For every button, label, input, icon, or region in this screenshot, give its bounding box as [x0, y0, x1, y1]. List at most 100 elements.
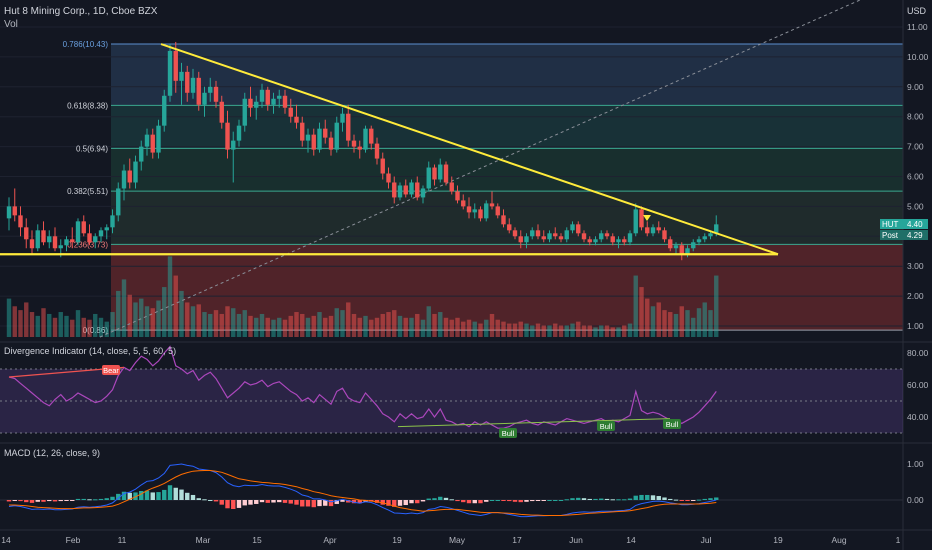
macd-histogram-bar	[334, 500, 339, 504]
candle-body	[564, 230, 569, 240]
volume-bar	[305, 317, 311, 337]
macd-histogram-bar	[449, 499, 454, 501]
volume-bar	[581, 325, 587, 337]
volume-bar	[70, 319, 75, 337]
volume-bar	[409, 317, 414, 337]
volume-bar	[472, 321, 477, 337]
candle-body	[622, 239, 627, 243]
candle-body	[70, 239, 75, 243]
macd-histogram-bar	[87, 499, 92, 501]
macd-histogram-bar	[466, 500, 472, 504]
volume-bar	[110, 312, 115, 337]
volume-bar	[219, 313, 224, 337]
price-tick-label: 8.00	[907, 112, 924, 122]
macd-histogram-bar	[265, 500, 270, 503]
candle-body	[167, 50, 173, 96]
macd-histogram-bar	[110, 496, 115, 500]
candle-body	[116, 188, 121, 216]
volume-bar	[156, 300, 161, 337]
candle-body	[679, 245, 684, 255]
volume-bar	[116, 290, 121, 337]
volume-bar	[576, 321, 581, 337]
macd-histogram-bar	[47, 500, 52, 502]
volume-bar	[495, 319, 500, 337]
macd-title[interactable]: MACD (12, 26, close, 9)	[4, 448, 101, 458]
volume-bar	[397, 315, 403, 337]
macd-histogram-bar	[587, 498, 592, 500]
macd-histogram-bar	[305, 500, 311, 507]
fib-label: 0.618(8.38)	[67, 101, 108, 110]
macd-histogram-bar	[702, 498, 707, 500]
volume-bar	[242, 310, 247, 337]
volume-bar	[328, 315, 334, 337]
volume-bar	[6, 298, 12, 337]
volume-bar	[81, 317, 86, 337]
candle-body	[455, 191, 460, 201]
time-tick-label: 14	[626, 535, 636, 545]
candle-body	[535, 230, 541, 237]
price-tick-label: 10.00	[907, 52, 929, 62]
price-tag-value: 4.40	[907, 220, 923, 229]
candle-body	[581, 233, 587, 240]
candle-body	[133, 161, 138, 183]
volume-bar	[599, 325, 604, 337]
volume-bar	[75, 310, 81, 337]
volume-bar	[179, 290, 184, 337]
candle-body	[639, 209, 644, 228]
volume-bar	[351, 313, 357, 337]
candle-body	[93, 236, 98, 243]
candle-body	[449, 182, 454, 192]
time-tick-label: 19	[392, 535, 402, 545]
candle-body	[29, 239, 35, 249]
volume-bar	[685, 310, 690, 337]
fib-label: 0.786(10.43)	[63, 40, 109, 49]
candle-body	[633, 209, 638, 234]
fib-zone	[111, 191, 903, 245]
candle-body	[317, 128, 322, 150]
fib-zone	[111, 105, 903, 149]
volume-bar	[696, 308, 702, 337]
macd-histogram-bar	[288, 500, 293, 504]
macd-histogram-bar	[438, 496, 443, 500]
volume-bar	[64, 315, 69, 337]
candle-body	[24, 227, 29, 240]
volume-bar	[311, 315, 316, 337]
macd-histogram-bar	[673, 499, 679, 501]
volume-bar	[47, 313, 52, 337]
candle-body	[668, 239, 673, 249]
volume-bar	[346, 302, 351, 337]
price-tag-name: Post	[882, 231, 899, 240]
candle-body	[81, 221, 86, 234]
volume-bar	[668, 312, 673, 337]
candle-body	[208, 86, 213, 93]
volume-bar	[334, 308, 339, 337]
volume-bar	[231, 308, 236, 337]
macd-histogram-bar	[127, 492, 132, 500]
macd-histogram-bar	[133, 492, 138, 500]
candle-body	[144, 134, 150, 147]
volume-bar	[121, 279, 127, 337]
volume-bar	[455, 317, 460, 337]
macd-histogram-bar	[116, 493, 121, 500]
volume-bar	[317, 312, 322, 337]
divergence-title[interactable]: Divergence Indicator (14, close, 5, 5, 6…	[4, 346, 177, 356]
volume-bar	[403, 317, 408, 337]
macd-histogram-bar	[397, 500, 403, 506]
macd-histogram-bar	[213, 500, 219, 502]
volume-bar	[150, 308, 155, 337]
volume-bar	[558, 325, 564, 337]
candle-body	[392, 182, 397, 198]
candle-body	[645, 227, 650, 234]
symbol-title[interactable]: Hut 8 Mining Corp., 1D, Cboe BZX	[4, 6, 158, 17]
candle-body	[415, 182, 420, 198]
candle-body	[696, 239, 702, 243]
candle-body	[277, 95, 282, 99]
candle-body	[708, 233, 713, 237]
candle-body	[512, 230, 518, 237]
macd-histogram-bar	[64, 500, 69, 501]
macd-histogram-bar	[656, 496, 661, 500]
candle-body	[127, 170, 132, 183]
macd-histogram-bar	[386, 500, 391, 506]
volume-bar	[104, 321, 109, 337]
